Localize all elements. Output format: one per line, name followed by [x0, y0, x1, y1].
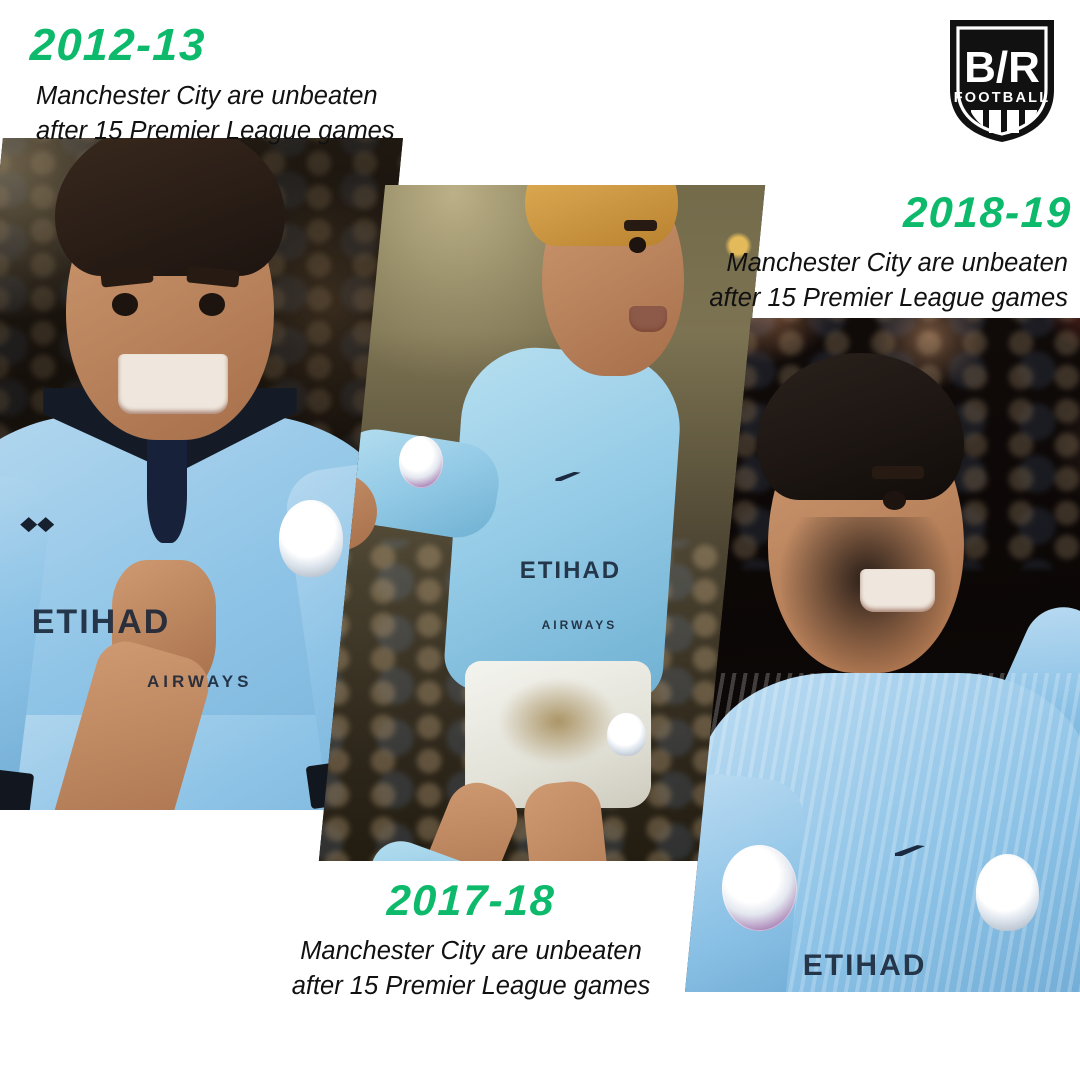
kevin-de-bruyne-celebration-photo: ETIHAD AIRWAYS — [318, 185, 766, 861]
player-hair-blond — [525, 185, 679, 247]
left-eye — [112, 293, 139, 316]
kit-sponsor-etihad: ETIHAD — [31, 603, 171, 642]
caption-line1-2012-13: Manchester City are unbeaten — [36, 82, 378, 110]
football-wordmark: FOOTBALL — [954, 90, 1051, 106]
player-eyebrow — [871, 465, 924, 479]
player-hair — [54, 138, 286, 277]
caption-line1-2018-19: Manchester City are unbeaten — [726, 249, 1068, 277]
player-eye — [629, 237, 646, 254]
kit-sponsor-etihad: ETIHAD — [802, 948, 927, 982]
kit-sponsor-etihad: ETIHAD — [520, 557, 622, 585]
kit-sponsor-airways: AIRWAYS — [146, 671, 253, 691]
kit-sponsor-airways: AIRWAYS — [542, 618, 618, 633]
player-eyebrow — [624, 220, 657, 232]
right-eye — [198, 293, 225, 316]
br-football-shield-logo: B/R FOOTBALL — [950, 20, 1054, 142]
manchester-city-crest-shorts — [607, 713, 646, 757]
caption-block-2012-13: 2012-13 Manchester City are unbeaten aft… — [29, 19, 395, 149]
mud-stain-shorts — [498, 678, 619, 766]
caption-block-2017-18: 2017-18 Manchester City are unbeaten aft… — [286, 877, 656, 1004]
photo-panel-2018-19: ETIHAD AIRWAYS — [684, 318, 1080, 992]
smiling-mouth — [860, 568, 936, 612]
shield-stripes — [971, 110, 1037, 133]
manchester-city-crest — [279, 499, 343, 578]
shield-inner-outline — [956, 26, 1048, 136]
open-mouth-shout — [118, 353, 228, 414]
caption-block-2018-19: 2018-19 Manchester City are unbeaten aft… — [709, 189, 1073, 316]
caption-line2-2017-18: after 15 Premier League games — [291, 972, 651, 1001]
year-heading-2012-13: 2012-13 — [29, 19, 207, 70]
br-letters: B/R — [964, 43, 1040, 92]
caption-line2-2018-19: after 15 Premier League games — [709, 284, 1068, 313]
photo-panel-2017-18: ETIHAD AIRWAYS — [318, 185, 766, 861]
collar-placket — [146, 422, 188, 543]
year-heading-2018-19: 2018-19 — [902, 189, 1073, 237]
year-heading-2017-18: 2017-18 — [386, 877, 557, 925]
riyad-mahrez-celebration-photo: ETIHAD AIRWAYS — [684, 318, 1080, 992]
caption-line1-2017-18: Manchester City are unbeaten — [300, 937, 642, 965]
manchester-city-crest — [975, 853, 1039, 932]
premier-league-badge — [722, 844, 798, 932]
caption-line2-2012-13: after 15 Premier League games — [36, 117, 395, 146]
